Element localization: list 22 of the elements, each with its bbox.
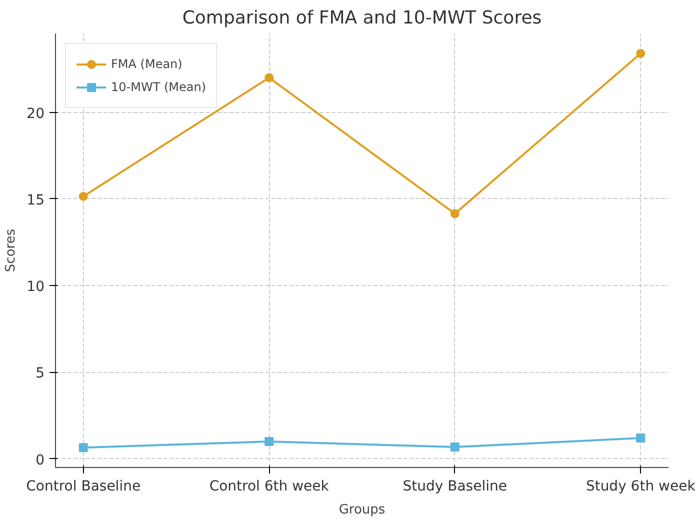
point (450, 209, 460, 218)
x-tick-label: Control 6th week (209, 478, 330, 494)
point (264, 437, 274, 446)
legend-label: FMA (Mean) (111, 57, 182, 71)
x-tick-label: Study Baseline (402, 478, 507, 494)
point (78, 443, 88, 452)
chart-title: Comparison of FMA and 10-MWT Scores (182, 8, 542, 28)
x-tick-label: Control Baseline (26, 478, 141, 494)
y-tick-label: 5 (36, 366, 45, 382)
legend-label: 10-MWT (Mean) (111, 80, 206, 94)
y-tick-label: 0 (36, 452, 45, 468)
point (636, 48, 646, 58)
point (450, 442, 460, 452)
y-tick-label: 20 (26, 106, 45, 122)
point (264, 73, 274, 82)
point (78, 192, 88, 201)
x-tick-label: Study 6th week (586, 478, 696, 494)
point (636, 434, 646, 443)
y-tick-label: 10 (26, 279, 45, 296)
y-axis-title: Scores (4, 228, 19, 272)
y-tick-label: 15 (26, 192, 45, 208)
x-axis-title: Groups (338, 502, 386, 518)
